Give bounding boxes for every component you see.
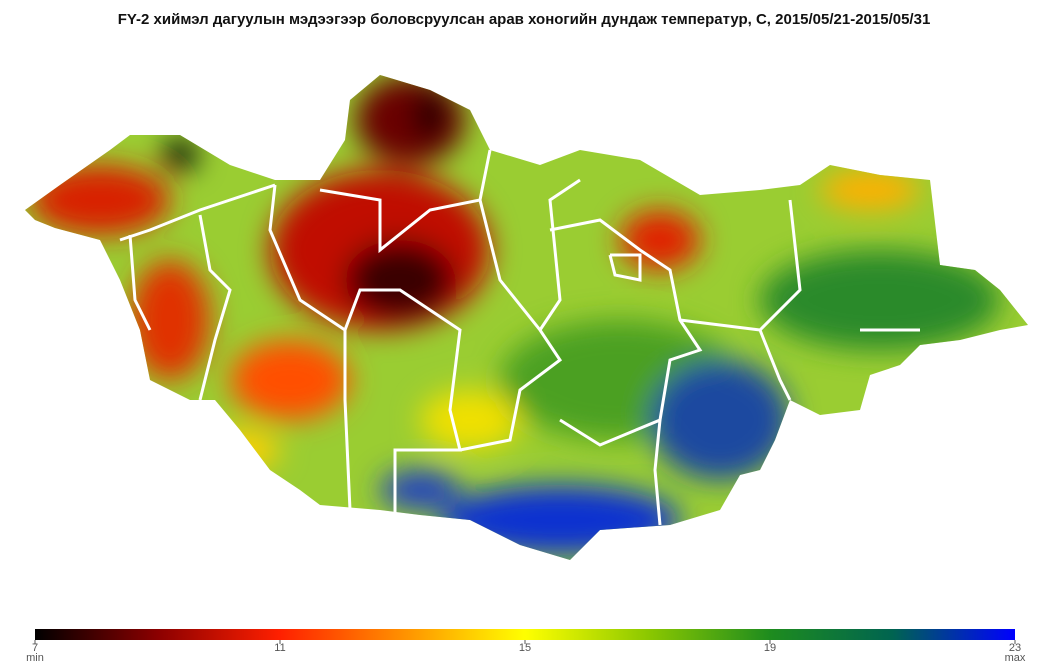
colorbar-tick-label: 7 <box>32 642 38 654</box>
colorbar-tick-label: 11 <box>274 642 285 654</box>
colorbar-tick-label: 23 <box>1009 642 1021 654</box>
min-label: min <box>26 652 44 664</box>
map-title: FY-2 хиймэл дагуулын мэдээгээр боловсруу… <box>118 11 931 28</box>
colorbar <box>35 629 1015 640</box>
colorbar-tick-label: 19 <box>764 642 776 654</box>
province-borders <box>119 149 920 526</box>
max-label: max <box>1005 652 1026 664</box>
colorbar-tick-label: 15 <box>519 642 531 654</box>
temperature-map <box>25 75 1028 560</box>
